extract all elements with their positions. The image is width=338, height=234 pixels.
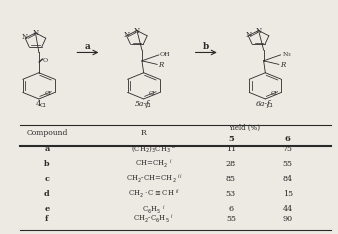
Text: Cl: Cl	[145, 102, 151, 108]
Text: 5: 5	[228, 135, 234, 143]
Text: 84: 84	[283, 175, 293, 183]
Text: b: b	[203, 42, 209, 51]
Text: OH: OH	[160, 52, 170, 57]
Text: 11: 11	[226, 145, 236, 153]
Text: CH=CH$_2$ $^i$: CH=CH$_2$ $^i$	[135, 157, 173, 170]
Text: d: d	[44, 190, 50, 198]
Text: 6: 6	[228, 205, 234, 213]
Text: N$_3$: N$_3$	[282, 50, 291, 58]
Text: 15: 15	[283, 190, 293, 198]
Text: f: f	[45, 215, 49, 223]
Text: 6: 6	[285, 135, 291, 143]
Text: 85: 85	[226, 175, 236, 183]
Text: CH$_2\cdot$C$\equiv$CH $^{ii}$: CH$_2\cdot$C$\equiv$CH $^{ii}$	[128, 188, 180, 201]
Text: O: O	[43, 58, 48, 63]
Text: 4: 4	[36, 100, 42, 108]
Text: N: N	[124, 31, 130, 39]
Text: e: e	[44, 205, 49, 213]
Text: 53: 53	[226, 190, 236, 198]
Text: a: a	[44, 145, 49, 153]
Text: CH$_2$-C$_6$H$_5$ $^i$: CH$_2$-C$_6$H$_5$ $^i$	[134, 212, 174, 225]
Text: N: N	[256, 26, 262, 35]
Text: 6a-f: 6a-f	[256, 100, 271, 108]
Text: R: R	[158, 61, 164, 69]
Text: N: N	[22, 33, 28, 41]
Text: (CH$_2$)$_3$CH$_3$ $^a$: (CH$_2$)$_3$CH$_3$ $^a$	[131, 143, 177, 154]
Text: 90: 90	[283, 215, 293, 223]
Text: N: N	[245, 31, 251, 39]
Text: CH$_2$-CH=CH$_2$ $^{ii}$: CH$_2$-CH=CH$_2$ $^{ii}$	[126, 173, 182, 185]
Text: N: N	[134, 26, 140, 35]
Text: 75: 75	[283, 145, 293, 153]
Text: R: R	[280, 61, 285, 69]
Text: 5a-f: 5a-f	[135, 100, 149, 108]
Text: a: a	[85, 42, 91, 51]
Text: 28: 28	[226, 160, 236, 168]
Text: Cl: Cl	[44, 91, 51, 96]
Text: b: b	[44, 160, 50, 168]
Text: Yield (%): Yield (%)	[228, 124, 260, 132]
Text: c: c	[44, 175, 49, 183]
Text: 44: 44	[283, 205, 293, 213]
Text: C$_6$H$_5$ $^i$: C$_6$H$_5$ $^i$	[142, 203, 166, 216]
Text: Cl: Cl	[271, 91, 277, 96]
Text: Cl: Cl	[149, 91, 156, 96]
Text: 55: 55	[226, 215, 236, 223]
Text: 55: 55	[283, 160, 293, 168]
Text: Compound: Compound	[26, 129, 68, 137]
Text: N: N	[32, 29, 39, 37]
Text: Cl: Cl	[266, 102, 273, 108]
Text: R: R	[141, 129, 147, 137]
Text: Cl: Cl	[40, 102, 47, 108]
